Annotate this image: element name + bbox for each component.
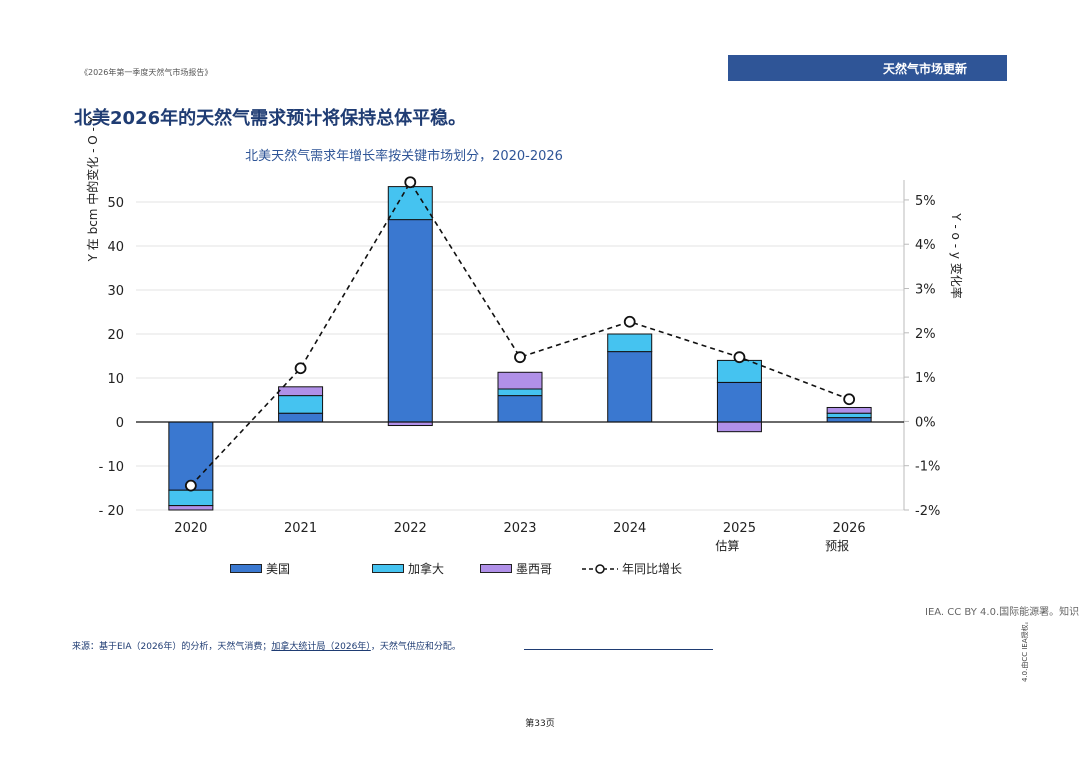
yoy-marker [843, 393, 856, 406]
bar-segment-us [168, 421, 214, 491]
x-tick-label: 2020 [174, 521, 207, 536]
source-note: 来源：基于EIA（2026年）的分析，天然气消费；加拿大统计局（2026年），天… [72, 639, 461, 652]
source-link[interactable]: 加拿大统计局（2026年） [271, 642, 371, 652]
y-tick-label: 50 [107, 196, 124, 211]
bar-segment-mexico [826, 406, 872, 414]
x-tick-label: 2026 [833, 521, 866, 536]
chart-title: 北美天然气需求年增长率按关键市场划分，2020-2026 [245, 149, 563, 164]
yoy-marker [294, 362, 307, 375]
legend-item-mexico: 墨西哥 [480, 560, 552, 577]
yoy-marker [514, 351, 526, 364]
x-tick-label: 2025 [723, 521, 756, 536]
legend-item-yoy: 年同比增长 [582, 560, 682, 577]
legend-swatch-mexico [480, 564, 512, 573]
bar-segment-us [826, 417, 872, 423]
y2-tick-label: 5% [915, 194, 936, 209]
y-tick-label: 0 [116, 416, 124, 431]
y-axis-label-right: Y - o - y 变化率 [949, 212, 964, 299]
bar-segment-us [278, 412, 324, 423]
bar-segment-us [716, 381, 762, 423]
y2-tick-label: 0% [915, 415, 936, 430]
y2-tick-label: 2% [915, 327, 936, 342]
y2-tick-label: 4% [915, 238, 936, 253]
bar-segment-canada [387, 186, 433, 221]
legend-swatch-canada [372, 564, 404, 573]
bar-segment-canada [497, 388, 543, 397]
y-tick-label: - 10 [99, 460, 124, 475]
legend-label-canada: 加拿大 [408, 562, 445, 576]
bar-segment-canada [168, 489, 214, 507]
x-tick-label: 2024 [613, 521, 646, 536]
legend-item-canada: 加拿大 [372, 560, 444, 577]
section-tag: 天然气市场更新 [728, 55, 1007, 81]
yoy-marker [184, 479, 197, 492]
yoy-marker [733, 351, 746, 364]
yoy-marker [623, 315, 636, 328]
legend-item-us: 美国 [230, 560, 290, 577]
y-tick-label: 10 [107, 372, 124, 387]
x-sublabel: 估算 [715, 538, 739, 553]
document-header: 《2026年第一季度天然气市场报告》 [80, 68, 213, 77]
page-title: 北美2026年的天然气需求预计将保持总体平稳。 [74, 108, 467, 129]
source-underline[interactable] [524, 649, 713, 650]
legend-swatch-us [230, 564, 262, 573]
x-tick-label: 2021 [284, 521, 317, 536]
bar-segment-mexico [497, 371, 543, 390]
legend-label-mexico: 墨西哥 [516, 562, 553, 576]
y2-tick-label: 1% [915, 371, 936, 386]
bar-segment-canada [278, 395, 324, 414]
side-license: 4.0.由CC IEA授权。 [1021, 617, 1029, 682]
legend-line-marker-icon [582, 563, 618, 574]
chart-canvas: - 20 - 10 0 10 20 30 40 50 -2% -1% 0% 1% 2% 3% 4% 5% Y -… [99, 176, 964, 553]
bar-segment-mexico [168, 505, 214, 511]
page-number: 第33页 [525, 719, 555, 729]
credit-line: IEA. CC BY 4.0.国际能源署。知识 [925, 607, 1080, 618]
x-tick-label: 2023 [503, 521, 536, 536]
bar-segment-us [497, 395, 543, 423]
y-tick-label: - 20 [99, 504, 124, 519]
bar-segment-us [607, 351, 653, 423]
x-sublabel: 预报 [825, 538, 849, 553]
bar-segment-canada [607, 333, 653, 353]
bar-segment-mexico [278, 386, 324, 397]
y-tick-label: 30 [107, 284, 124, 299]
yoy-marker [404, 176, 417, 189]
section-tag-label: 天然气市场更新 [882, 61, 967, 76]
x-tick-label: 2022 [394, 521, 427, 536]
bar-segment-us [387, 219, 433, 423]
source-prefix: 来源：基于EIA（2026年）的分析，天然气消费； [72, 642, 272, 652]
y-tick-label: 20 [107, 328, 124, 343]
legend-label-yoy: 年同比增长 [622, 562, 683, 576]
y2-tick-label: -1% [915, 460, 940, 475]
bar-segment-mexico [716, 421, 762, 433]
bar-segment-canada [826, 412, 872, 419]
source-suffix: ，天然气供应和分配。 [370, 642, 461, 652]
y-tick-label: 40 [107, 240, 124, 255]
y2-tick-label: 3% [915, 283, 936, 298]
y2-tick-label: -2% [915, 504, 940, 519]
legend-label-us: 美国 [266, 562, 291, 576]
